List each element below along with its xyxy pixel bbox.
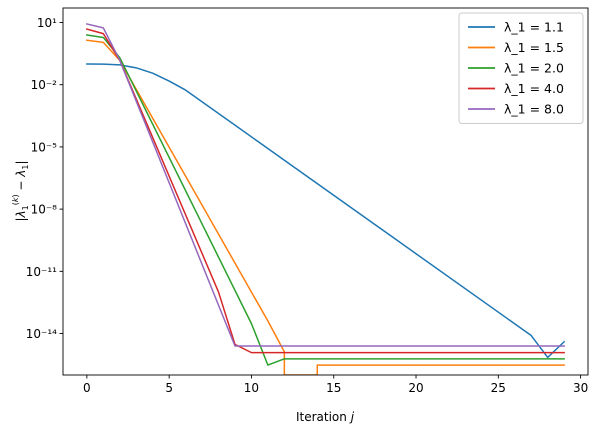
- x-tick-label: 15: [326, 381, 341, 395]
- legend-label: λ_1 = 2.0: [504, 61, 564, 76]
- y-axis-label: |λ1(k) − λ1|: [11, 160, 30, 221]
- plot-frame: [62, 7, 589, 376]
- x-tick-label: 0: [83, 381, 91, 395]
- y-tick-label: 10⁻⁸: [31, 203, 58, 217]
- y-tick-label: 10⁻¹¹: [26, 265, 57, 279]
- legend: λ_1 = 1.1 λ_1 = 1.5 λ_1 = 2.0 λ_1 = 4.0 λ_1 …: [458, 12, 584, 124]
- series-layer: [85, 23, 566, 375]
- y-axis: 10¹ 10⁻² 10⁻⁵ 10⁻⁸ 10⁻¹¹ 10⁻¹⁴: [26, 16, 63, 341]
- y-tick-label: 10⁻⁵: [31, 140, 58, 154]
- series-line-4: [85, 28, 565, 354]
- x-tick-label: 30: [573, 381, 588, 395]
- y-tick-label: 10⁻¹⁴: [26, 327, 57, 341]
- legend-box: [458, 12, 584, 124]
- legend-label: λ_1 = 4.0: [504, 81, 564, 96]
- x-tick-label: 5: [165, 381, 173, 395]
- x-tick-label: 10: [244, 381, 259, 395]
- series-line-5: [85, 23, 565, 347]
- x-axis: 0 5 10 15 20 25 30: [83, 375, 588, 395]
- y-tick-label: 10⁻²: [31, 78, 58, 92]
- legend-label: λ_1 = 1.1: [504, 20, 564, 35]
- y-tick-label: 10¹: [37, 16, 57, 30]
- legend-label: λ_1 = 1.5: [504, 40, 564, 55]
- legend-label: λ_1 = 8.0: [504, 102, 564, 117]
- x-tick-label: 20: [408, 381, 423, 395]
- x-tick-label: 25: [491, 381, 506, 395]
- series-line-3: [86, 34, 565, 366]
- x-axis-label: Iteration j: [296, 410, 355, 424]
